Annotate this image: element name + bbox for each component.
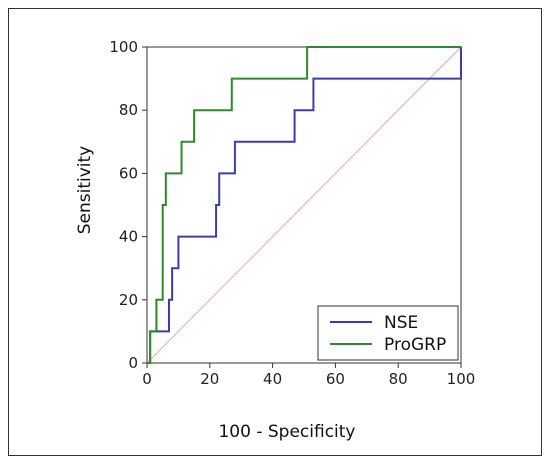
reference-line	[146, 46, 462, 364]
y-tick-label: 100	[109, 38, 138, 56]
x-tick-label: 100	[447, 370, 476, 388]
legend: NSE ProGRP	[317, 305, 459, 361]
x-tick-label: 60	[326, 370, 345, 388]
series-line-nse	[147, 47, 462, 364]
legend-label-nse: NSE	[384, 313, 418, 333]
x-tick-label: 40	[263, 370, 282, 388]
series-line-progrp	[147, 46, 461, 364]
series-lines	[147, 46, 462, 364]
x-tick-label: 20	[200, 370, 219, 388]
y-tick-label: 80	[119, 101, 138, 119]
axis-ticks: 0 20 40 60 80 100 0 20 40 60 80 100	[109, 38, 475, 388]
x-tick-label: 80	[389, 370, 408, 388]
diagonal-reference-line	[146, 46, 462, 364]
y-tick-label: 20	[119, 291, 138, 309]
x-axis-title: 100 - Specificity	[218, 422, 355, 442]
y-tick-label: 0	[128, 354, 138, 372]
x-tick-label: 0	[142, 370, 152, 388]
chart-frame	[8, 8, 542, 456]
y-tick-label: 60	[119, 164, 138, 182]
y-axis-title: Sensitivity	[75, 146, 95, 235]
y-tick-label: 40	[119, 228, 138, 246]
legend-box	[317, 305, 459, 361]
legend-label-progrp: ProGRP	[384, 335, 446, 355]
